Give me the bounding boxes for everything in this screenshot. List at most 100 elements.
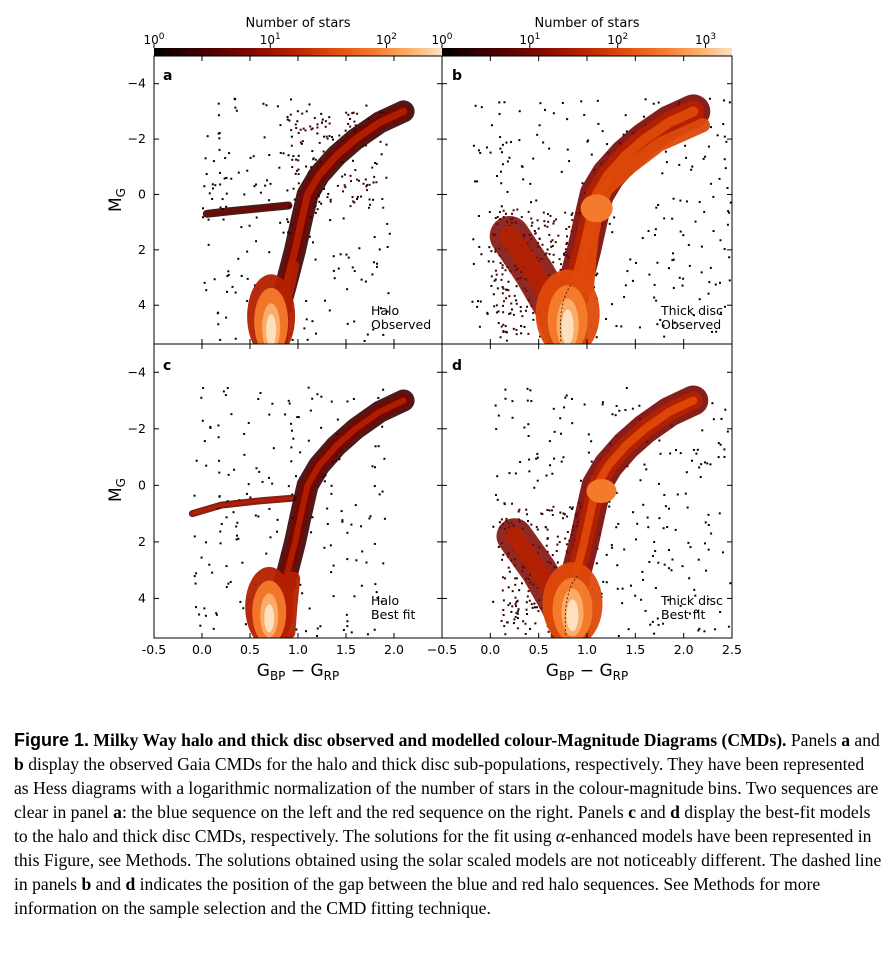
star-bin <box>351 266 354 269</box>
star-bin <box>705 569 708 572</box>
star-bin <box>244 623 247 626</box>
star-bin <box>502 209 505 212</box>
star-bin <box>527 332 530 335</box>
star-bin <box>617 634 620 637</box>
density-band <box>190 496 295 516</box>
star-bin <box>373 236 376 239</box>
y-tick-label: 0 <box>138 186 146 201</box>
star-bin <box>710 532 713 535</box>
star-bin <box>644 609 647 612</box>
star-bin <box>631 279 634 282</box>
star-bin <box>501 292 504 295</box>
star-bin <box>386 245 389 248</box>
star-bin <box>727 625 730 628</box>
star-bin <box>551 239 554 242</box>
star-bin <box>505 288 508 291</box>
star-bin <box>548 233 551 236</box>
star-bin <box>682 277 685 280</box>
star-bin <box>339 253 342 256</box>
star-bin <box>194 606 197 609</box>
star-bin <box>664 505 667 508</box>
star-bin <box>500 619 503 622</box>
star-bin <box>571 398 574 401</box>
star-bin <box>726 223 729 226</box>
star-bin <box>205 541 208 544</box>
star-bin <box>343 173 346 176</box>
star-bin <box>374 583 377 586</box>
star-bin <box>293 198 296 201</box>
star-bin <box>388 232 391 235</box>
axes: −4 −2 0 2 4 −4 −2 0 2 4 -0.5 0.0 0.5 1.0 1.5 2.0 −0.5 0.0… <box>128 56 742 657</box>
star-bin <box>490 250 493 253</box>
star-bin <box>693 588 696 591</box>
star-bin <box>511 502 514 505</box>
star-bin <box>708 281 711 284</box>
star-bin <box>520 165 523 168</box>
star-bin <box>497 310 500 313</box>
star-bin <box>354 124 357 127</box>
star-bin <box>502 609 505 612</box>
star-bin <box>292 155 295 158</box>
star-bin <box>503 503 506 506</box>
star-bin <box>309 409 312 412</box>
star-bin <box>266 179 269 182</box>
star-bin <box>499 136 502 139</box>
x-tick-label: -0.5 <box>142 642 166 657</box>
star-bin <box>500 205 503 208</box>
star-bin <box>328 122 331 125</box>
star-bin <box>287 220 290 223</box>
star-bin <box>627 628 630 631</box>
star-bin <box>340 510 343 513</box>
star-bin <box>657 101 660 104</box>
star-bin <box>374 445 377 448</box>
star-bin <box>344 186 347 189</box>
star-bin <box>657 561 660 564</box>
star-bin <box>323 546 326 549</box>
star-bin <box>311 397 314 400</box>
star-bin <box>198 613 201 616</box>
star-bin <box>358 179 361 182</box>
star-bin <box>312 158 315 161</box>
star-bin <box>551 554 554 557</box>
star-bin <box>707 513 710 516</box>
star-bin <box>566 148 569 151</box>
star-bin <box>719 610 722 613</box>
star-bin <box>259 392 262 395</box>
star-bin <box>290 135 293 138</box>
star-bin <box>529 201 532 204</box>
star-bin <box>279 221 282 224</box>
star-bin <box>193 535 196 538</box>
star-bin <box>565 241 568 244</box>
star-bin <box>217 132 220 135</box>
star-bin <box>311 127 314 130</box>
star-bin <box>193 494 196 497</box>
star-bin <box>290 98 293 101</box>
star-bin <box>675 449 678 452</box>
star-bin <box>494 216 497 219</box>
star-bin <box>552 253 555 256</box>
star-bin <box>218 171 221 174</box>
star-bin <box>497 545 500 548</box>
star-bin <box>383 457 386 460</box>
star-bin <box>222 390 225 393</box>
star-bin <box>345 253 348 256</box>
star-bin <box>520 216 523 219</box>
star-bin <box>530 217 533 220</box>
star-bin <box>211 183 214 186</box>
star-bin <box>247 483 250 486</box>
star-bin <box>237 171 240 174</box>
star-bin <box>301 140 304 143</box>
star-bin <box>319 625 322 628</box>
star-bin <box>353 320 356 323</box>
star-bin <box>346 625 349 628</box>
star-bin <box>217 436 220 439</box>
star-bin <box>564 211 567 214</box>
star-bin <box>486 312 489 315</box>
star-bin <box>316 126 319 129</box>
star-bin <box>229 580 232 583</box>
star-bin <box>237 257 240 260</box>
star-bin <box>671 252 674 255</box>
star-bin <box>478 245 481 248</box>
star-bin <box>350 180 353 183</box>
star-bin <box>523 325 526 328</box>
